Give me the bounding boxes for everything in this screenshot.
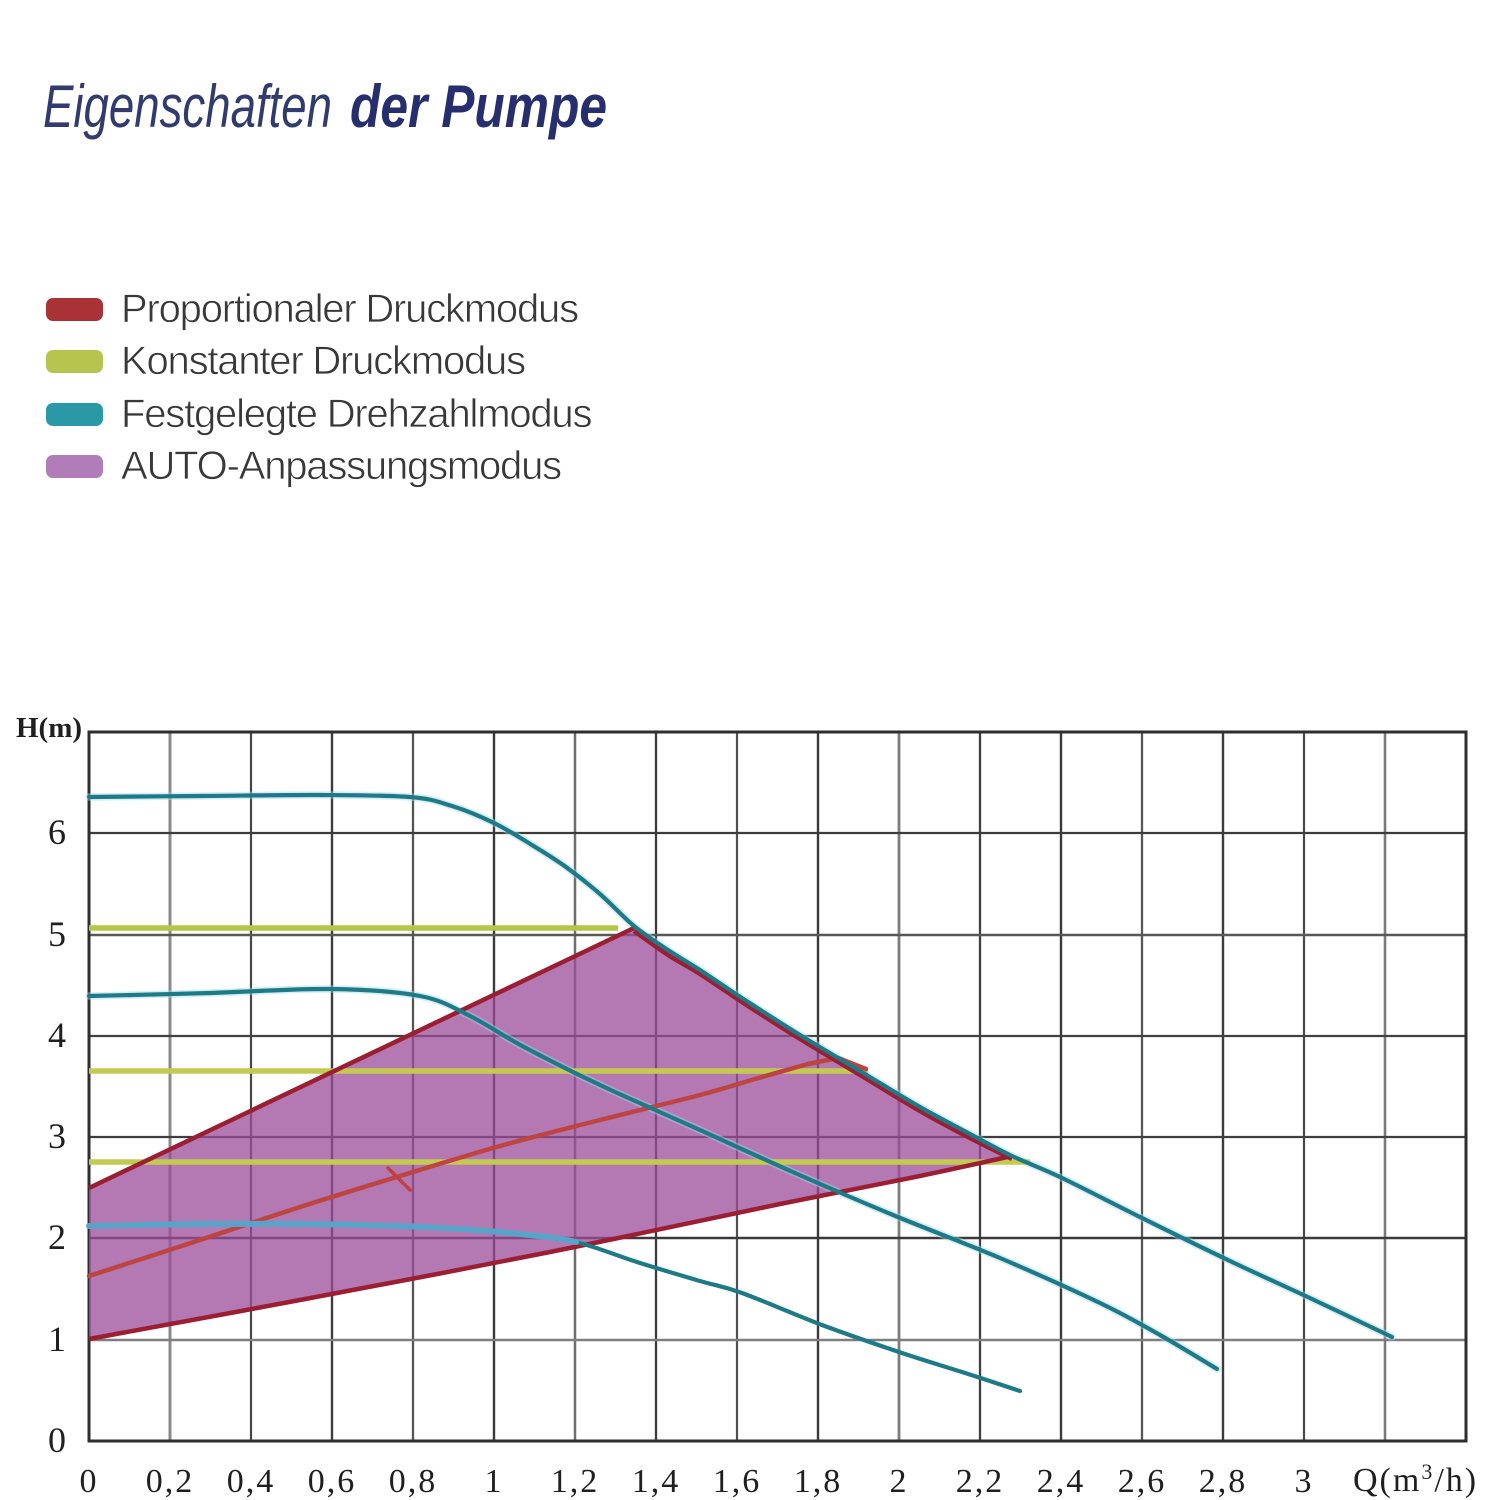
svg-text:1,4: 1,4 — [632, 1463, 681, 1500]
svg-text:0,8: 0,8 — [389, 1463, 438, 1500]
svg-text:1: 1 — [485, 1463, 504, 1500]
svg-text:0: 0 — [80, 1463, 99, 1500]
svg-text:0,6: 0,6 — [308, 1463, 357, 1500]
svg-text:2: 2 — [890, 1463, 909, 1500]
svg-text:0: 0 — [48, 1420, 66, 1460]
svg-text:3: 3 — [48, 1116, 66, 1156]
svg-text:4: 4 — [48, 1015, 66, 1055]
svg-text:1: 1 — [48, 1319, 66, 1359]
svg-text:2,6: 2,6 — [1118, 1463, 1167, 1500]
svg-text:1,2: 1,2 — [551, 1463, 600, 1500]
svg-text:3: 3 — [1295, 1463, 1314, 1500]
svg-text:H(m): H(m) — [16, 712, 82, 744]
svg-text:2,4: 2,4 — [1037, 1463, 1086, 1500]
svg-text:0,4: 0,4 — [227, 1463, 276, 1500]
svg-text:2: 2 — [48, 1217, 66, 1257]
svg-text:Q(m3/h): Q(m3/h) — [1353, 1459, 1478, 1499]
svg-text:1,8: 1,8 — [794, 1463, 843, 1500]
svg-text:1,6: 1,6 — [713, 1463, 762, 1500]
svg-text:2,2: 2,2 — [956, 1463, 1005, 1500]
svg-text:0,2: 0,2 — [146, 1463, 195, 1500]
svg-text:6: 6 — [48, 812, 66, 852]
svg-text:5: 5 — [48, 914, 66, 954]
svg-text:2,8: 2,8 — [1199, 1463, 1248, 1500]
